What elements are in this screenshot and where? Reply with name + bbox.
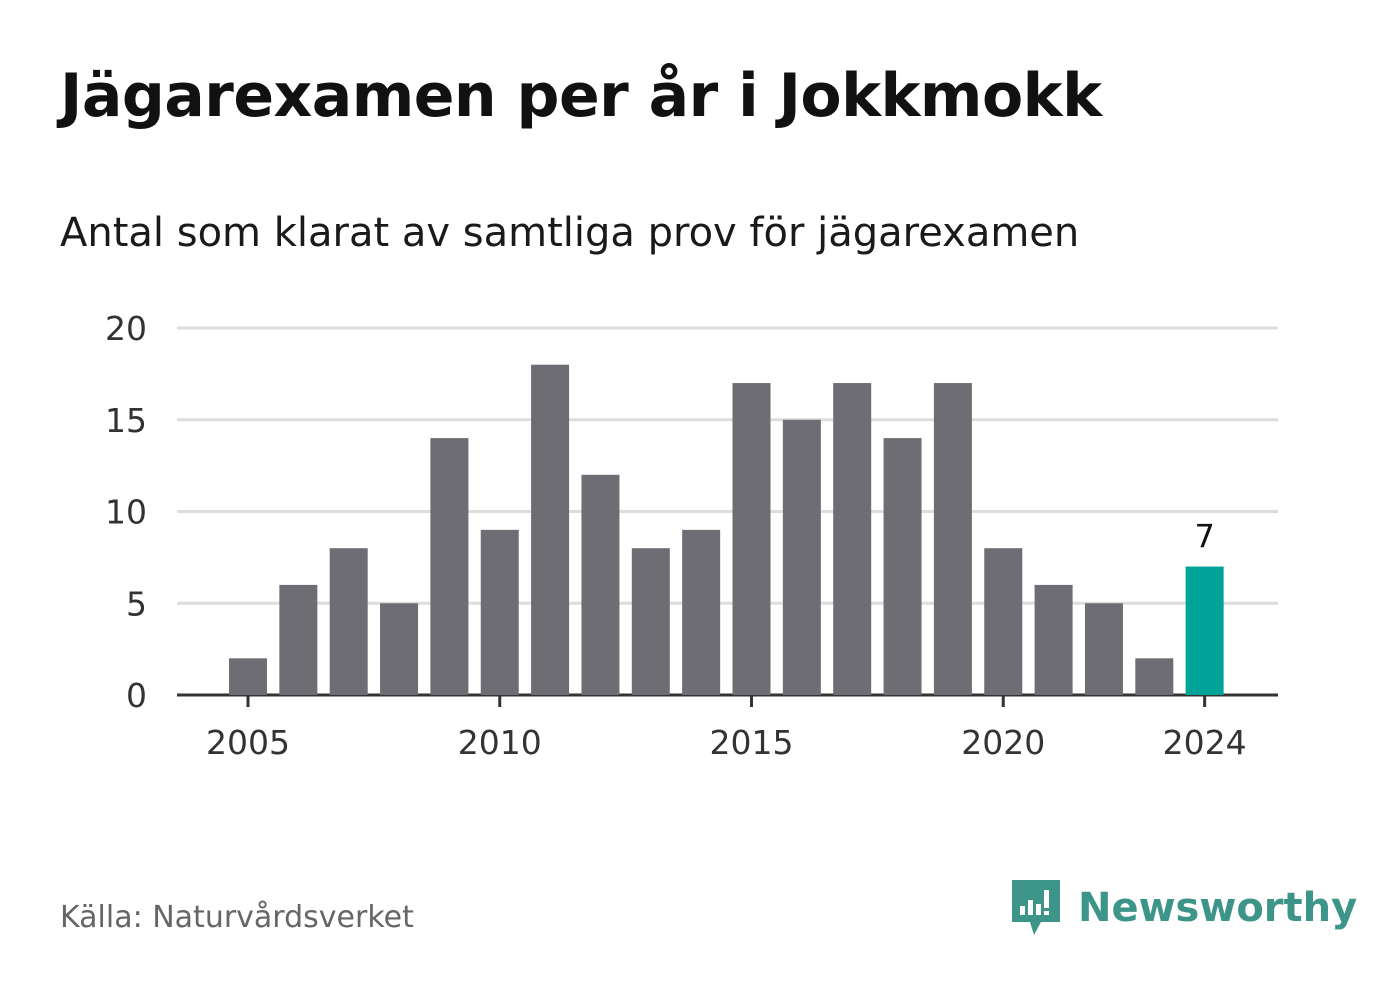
x-axis-ticks: 2005 2010 2015 2020 2024 xyxy=(206,695,1247,762)
x-tick-label: 2024 xyxy=(1163,723,1247,762)
x-tick-label: 2020 xyxy=(961,723,1045,762)
bar xyxy=(531,364,570,695)
bar xyxy=(631,548,670,695)
bar xyxy=(229,658,267,695)
bar xyxy=(329,548,368,695)
bars xyxy=(229,364,1224,695)
bar xyxy=(581,474,620,695)
x-tick-label: 2010 xyxy=(458,723,542,762)
bar xyxy=(1084,603,1123,695)
bar xyxy=(984,548,1023,695)
y-tick-label: 20 xyxy=(105,309,147,348)
bar xyxy=(1185,566,1224,695)
bar xyxy=(833,383,872,695)
bar xyxy=(883,438,922,695)
brand: Newsworthy xyxy=(1010,878,1357,938)
y-axis-ticks: 0 5 10 15 20 xyxy=(105,309,147,715)
source-note: Källa: Naturvårdsverket xyxy=(60,900,414,935)
newsworthy-logo-icon xyxy=(1012,880,1060,935)
data-label: 7 xyxy=(1194,518,1214,556)
bar xyxy=(1135,658,1174,695)
chart-subtitle: Antal som klarat av samtliga prov för jä… xyxy=(60,210,1080,256)
y-tick-label: 15 xyxy=(105,401,147,440)
bar xyxy=(933,383,972,695)
bar xyxy=(782,419,821,695)
x-tick-label: 2005 xyxy=(206,723,290,762)
bar xyxy=(279,584,318,695)
y-tick-label: 0 xyxy=(126,676,147,715)
data-labels: 7 xyxy=(1194,518,1214,556)
bar xyxy=(732,383,771,695)
chart-title: Jägarexamen per år i Jokkmokk xyxy=(60,61,1102,131)
y-tick-label: 10 xyxy=(105,493,147,532)
x-tick-label: 2015 xyxy=(710,723,794,762)
bar xyxy=(1034,584,1073,695)
bar xyxy=(380,603,419,695)
bar xyxy=(480,529,519,695)
y-tick-label: 5 xyxy=(126,584,147,623)
brand-name: Newsworthy xyxy=(1078,885,1358,931)
bar xyxy=(682,529,721,695)
bar xyxy=(430,438,469,695)
